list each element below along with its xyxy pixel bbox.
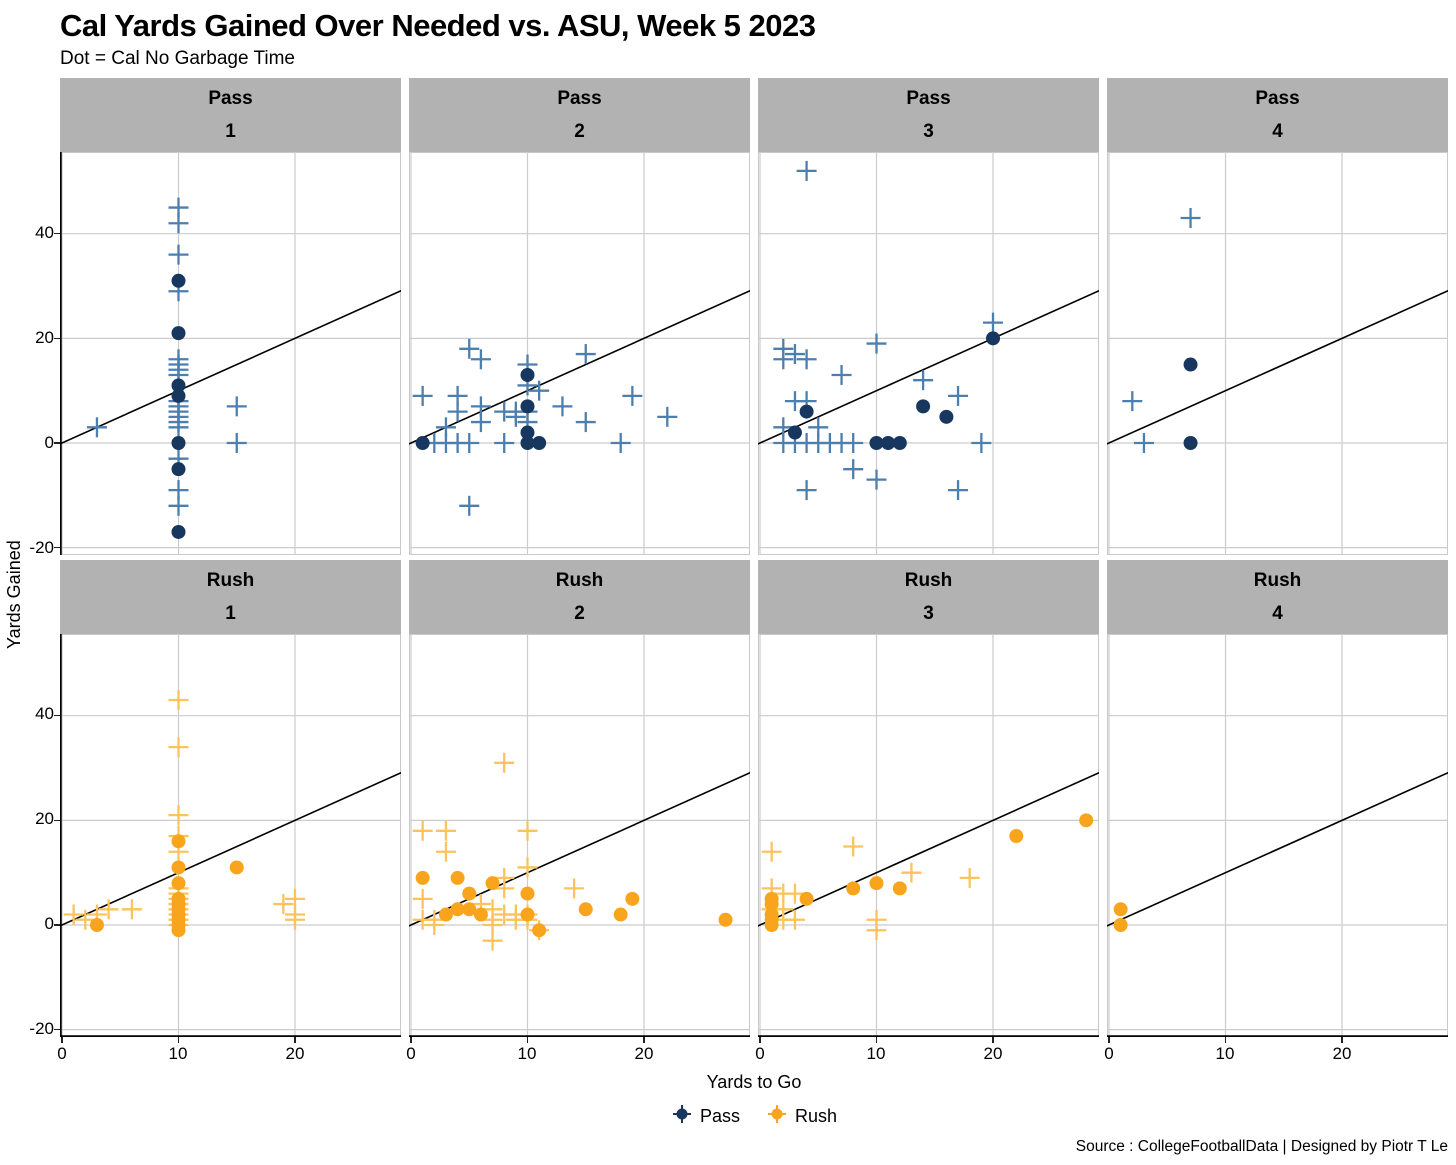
strip-col-label: 4 (1272, 121, 1283, 142)
facet-panel-pass-1 (60, 152, 401, 555)
rush-marker-icon (766, 1103, 788, 1130)
x-tick-label: 10 (1215, 1044, 1235, 1063)
y-tick-label: -20 (29, 538, 54, 557)
x-tick-label: 0 (1104, 1044, 1114, 1063)
x-tick-label: 10 (168, 1044, 188, 1063)
axis-tick (1108, 1037, 1110, 1043)
axis-tick (759, 1037, 761, 1043)
axis-tick (177, 1037, 180, 1043)
axis-tick (1224, 1037, 1227, 1043)
chart-title: Cal Yards Gained Over Needed vs. ASU, We… (60, 8, 816, 43)
facet-panel-rush-1 (60, 634, 401, 1037)
x-tick-label: 0 (57, 1044, 67, 1063)
x-tick-label: 0 (406, 1044, 416, 1063)
strip-col-label: 3 (923, 121, 934, 142)
x-tick-label: 10 (866, 1044, 886, 1063)
strip-row-label: Rush (904, 570, 953, 591)
facet-strip-rush-4: Rush 4 (1107, 560, 1448, 634)
facet-strip-pass-4: Pass 4 (1107, 78, 1448, 152)
axis-tick (410, 1037, 412, 1043)
x-tick-label: 20 (634, 1044, 654, 1063)
strip-col-label: 1 (225, 603, 236, 624)
axis-tick (61, 1037, 63, 1043)
facet-panel-pass-2 (409, 152, 750, 555)
legend: Pass Rush (60, 1103, 1448, 1130)
strip-row-label: Pass (1255, 88, 1300, 109)
strip-col-label: 2 (574, 121, 585, 142)
legend-item-pass: Pass (671, 1103, 740, 1130)
facet-strip-pass-2: Pass 2 (409, 78, 750, 152)
axis-tick (643, 1037, 645, 1043)
axis-tick (54, 714, 60, 717)
legend-item-rush: Rush (766, 1103, 837, 1130)
legend-label-rush: Rush (795, 1106, 838, 1126)
source-caption: Source : CollegeFootballData | Designed … (1075, 1138, 1448, 1155)
axis-tick (526, 1037, 529, 1043)
facet-strip-rush-1: Rush 1 (60, 560, 401, 634)
y-tick-label: 40 (35, 223, 54, 242)
y-tick-label: 20 (35, 328, 54, 347)
y-tick-label: 0 (44, 433, 54, 452)
y-axis-title: Yards Gained (4, 540, 24, 649)
x-tick-label: 20 (983, 1044, 1003, 1063)
facet-strip-pass-3: Pass 3 (758, 78, 1099, 152)
strip-row-label: Pass (557, 88, 602, 109)
facet-strip-rush-3: Rush 3 (758, 560, 1099, 634)
axis-tick (294, 1037, 296, 1043)
facet-strip-rush-2: Rush 2 (409, 560, 750, 634)
x-tick-label: 0 (755, 1044, 765, 1063)
facet-panel-rush-3 (758, 634, 1099, 1037)
chart-subtitle: Dot = Cal No Garbage Time (60, 48, 295, 69)
axis-tick (54, 1028, 60, 1031)
legend-label-pass: Pass (699, 1106, 740, 1126)
y-tick-label: -20 (29, 1019, 54, 1038)
x-tick-label: 20 (285, 1044, 305, 1063)
axis-tick (1341, 1037, 1343, 1043)
strip-row-label: Pass (208, 88, 253, 109)
strip-row-label: Rush (555, 570, 604, 591)
strip-row-label: Pass (906, 88, 951, 109)
facet-panel-rush-2 (409, 634, 750, 1037)
x-tick-label: 20 (1332, 1044, 1352, 1063)
strip-col-label: 2 (574, 603, 585, 624)
facet-strip-pass-1: Pass 1 (60, 78, 401, 152)
axis-tick (54, 232, 60, 235)
x-axis-title: Yards to Go (706, 1072, 802, 1092)
y-tick-label: 40 (35, 704, 54, 723)
y-tick-label: 0 (44, 914, 54, 933)
strip-row-label: Rush (1253, 570, 1302, 591)
axis-tick (54, 819, 60, 822)
y-tick-label: 20 (35, 809, 54, 828)
axis-tick (54, 442, 60, 444)
strip-col-label: 4 (1272, 603, 1283, 624)
axis-tick (992, 1037, 994, 1043)
strip-col-label: 3 (923, 603, 934, 624)
x-tick-label: 10 (517, 1044, 537, 1063)
facet-panel-pass-4 (1107, 152, 1448, 555)
axis-tick (54, 546, 60, 549)
facet-panel-rush-4 (1107, 634, 1448, 1037)
strip-row-label: Rush (206, 570, 255, 591)
strip-col-label: 1 (225, 121, 236, 142)
axis-tick (54, 924, 60, 926)
facet-panel-pass-3 (758, 152, 1099, 555)
axis-tick (54, 337, 60, 340)
axis-tick (875, 1037, 878, 1043)
pass-marker-icon (671, 1103, 693, 1130)
